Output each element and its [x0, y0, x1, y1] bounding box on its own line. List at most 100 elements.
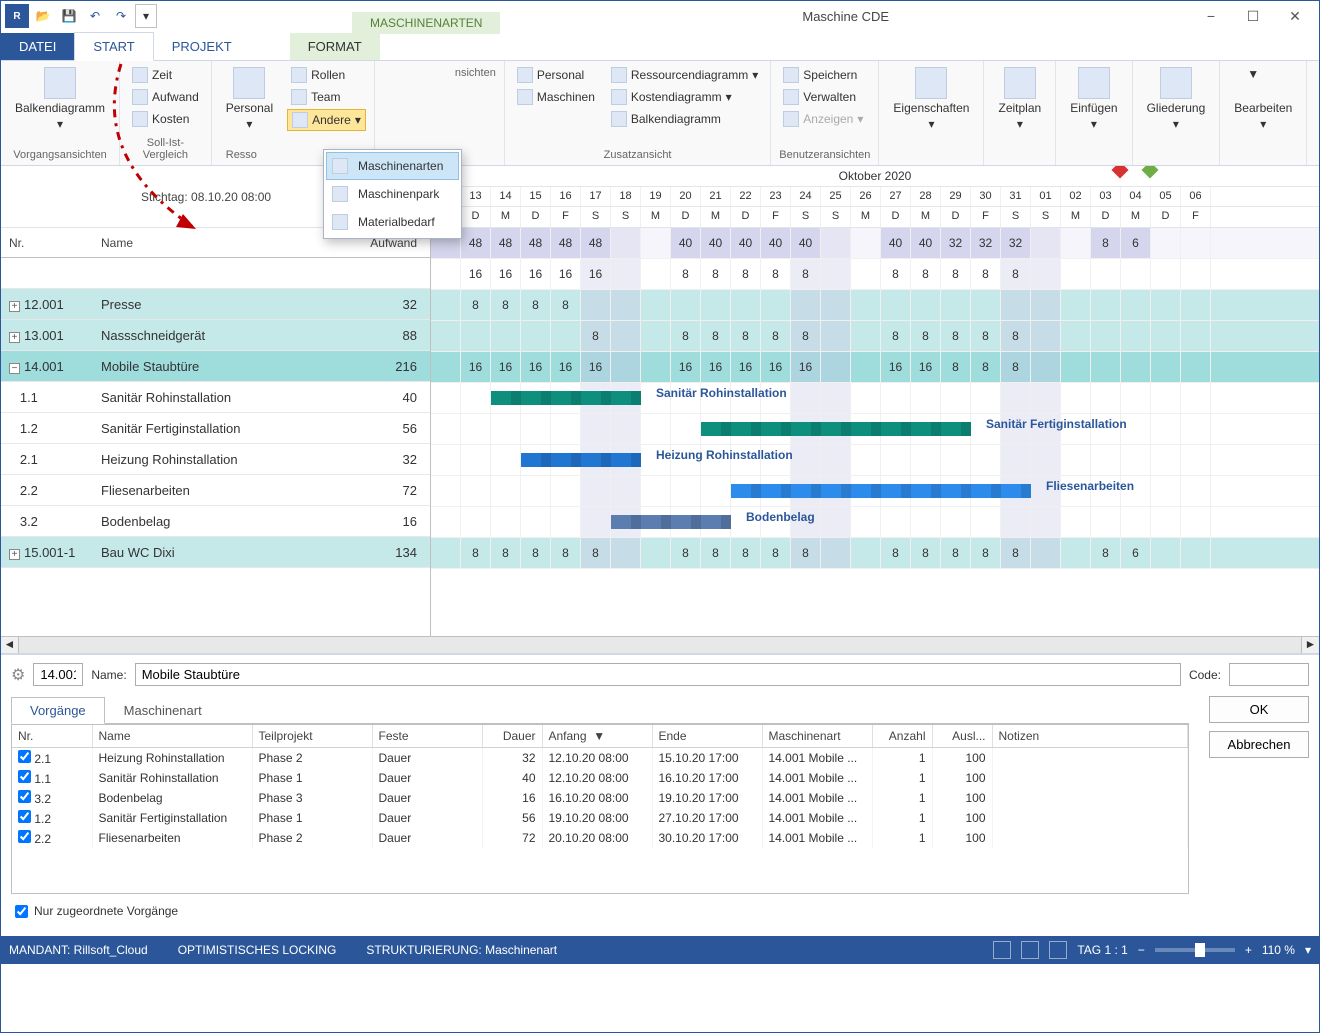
- row-checkbox[interactable]: [18, 750, 31, 763]
- detail-row[interactable]: 3.2BodenbelagPhase 3Dauer1616.10.20 08:0…: [12, 788, 1188, 808]
- menu-maschinenarten[interactable]: Maschinenarten: [326, 152, 459, 180]
- bearbeiten-button[interactable]: ▼Bearbeiten▾: [1228, 65, 1298, 133]
- view3-icon[interactable]: [1049, 941, 1067, 959]
- kostendiagramm-button[interactable]: Kostendiagramm ▾: [607, 87, 762, 107]
- row-checkbox[interactable]: [18, 810, 31, 823]
- task-row[interactable]: +15.001-1Bau WC Dixi134: [1, 537, 430, 568]
- date-cell: 21: [701, 187, 731, 206]
- balkendiagramm-sub-button[interactable]: Balkendiagramm: [607, 109, 762, 129]
- date-cell: 18: [611, 187, 641, 206]
- view2-icon[interactable]: [1021, 941, 1039, 959]
- detail-row[interactable]: 2.2FliesenarbeitenPhase 2Dauer7220.10.20…: [12, 828, 1188, 848]
- task-row[interactable]: 1.1Sanitär Rohinstallation40: [1, 382, 430, 413]
- zoom-plus[interactable]: +: [1245, 943, 1252, 957]
- app-icon[interactable]: R: [5, 4, 29, 28]
- maschinen-button[interactable]: Maschinen: [513, 87, 599, 107]
- detail-code2-field[interactable]: [1229, 663, 1309, 686]
- open-icon[interactable]: 📂: [31, 4, 55, 28]
- eigenschaften-button[interactable]: Eigenschaften▾: [887, 65, 975, 133]
- dow-cell: S: [821, 207, 851, 227]
- tab-start[interactable]: START: [74, 32, 153, 61]
- kosten-button[interactable]: Kosten: [128, 109, 203, 129]
- gantt-cell: 8: [581, 538, 611, 568]
- task-row[interactable]: 2.1Heizung Rohinstallation32: [1, 444, 430, 475]
- gantt-bar[interactable]: [611, 515, 731, 529]
- speichern-button[interactable]: Speichern: [779, 65, 870, 85]
- andere-button[interactable]: Andere ▾: [287, 109, 366, 131]
- dow-cell: D: [731, 207, 761, 227]
- zoom-slider[interactable]: [1155, 948, 1235, 952]
- view1-icon[interactable]: [993, 941, 1011, 959]
- verwalten-button[interactable]: Verwalten: [779, 87, 870, 107]
- row-checkbox[interactable]: [18, 790, 31, 803]
- tab-format[interactable]: FORMAT: [290, 33, 380, 60]
- qat-dropdown-icon[interactable]: ▾: [135, 4, 157, 28]
- expand-toggle[interactable]: −: [9, 363, 20, 374]
- task-row[interactable]: 1.2Sanitär Fertiginstallation56: [1, 413, 430, 444]
- save-icon[interactable]: 💾: [57, 4, 81, 28]
- col-name[interactable]: Name: [93, 236, 355, 250]
- detail-row[interactable]: 2.1Heizung RohinstallationPhase 2Dauer32…: [12, 748, 1188, 769]
- menu-materialbedarf[interactable]: Materialbedarf: [326, 208, 459, 236]
- zeitplan-button[interactable]: Zeitplan▾: [992, 65, 1047, 133]
- gantt-bar[interactable]: [701, 422, 971, 436]
- detail-row[interactable]: 1.2Sanitär FertiginstallationPhase 1Daue…: [12, 808, 1188, 828]
- gantt-bar[interactable]: [491, 391, 641, 405]
- task-row[interactable]: +13.001Nassschneidgerät88: [1, 320, 430, 351]
- only-assigned-checkbox[interactable]: [15, 905, 28, 918]
- personal-res-button[interactable]: Personal: [513, 65, 599, 85]
- gantt-cell: [641, 538, 671, 568]
- row-checkbox[interactable]: [18, 830, 31, 843]
- tab-vorgaenge[interactable]: Vorgänge: [11, 697, 105, 724]
- aufwand-button[interactable]: Aufwand: [128, 87, 203, 107]
- close-button[interactable]: ✕: [1275, 2, 1315, 30]
- balkendiagramm-button[interactable]: Balkendiagramm ▾: [9, 65, 111, 133]
- team-button[interactable]: Team: [287, 87, 366, 107]
- gear-icon[interactable]: ⚙: [11, 665, 25, 685]
- ok-button[interactable]: OK: [1209, 696, 1309, 723]
- abbrechen-button[interactable]: Abbrechen: [1209, 731, 1309, 758]
- tab-maschinenart[interactable]: Maschinenart: [105, 697, 221, 724]
- horizontal-scrollbar[interactable]: ◄ ►: [1, 636, 1319, 653]
- expand-toggle[interactable]: +: [9, 549, 20, 560]
- scrollen-button[interactable]: ▼Scrollen▾: [1315, 65, 1320, 133]
- tab-projekt[interactable]: PROJEKT: [154, 33, 250, 60]
- detail-name-field[interactable]: [135, 663, 1181, 686]
- group-label-partial: nsichten: [455, 65, 496, 79]
- maximize-button[interactable]: ☐: [1233, 2, 1273, 30]
- ressourcendiagramm-button[interactable]: Ressourcendiagramm ▾: [607, 65, 762, 85]
- zoom-minus[interactable]: −: [1138, 943, 1145, 957]
- anzeigen-button[interactable]: Anzeigen ▾: [779, 109, 870, 129]
- task-row[interactable]: [1, 258, 430, 289]
- task-row[interactable]: +12.001Presse32: [1, 289, 430, 320]
- task-row[interactable]: 2.2Fliesenarbeiten72: [1, 475, 430, 506]
- gliederung-button[interactable]: Gliederung▾: [1141, 65, 1212, 133]
- menu-maschinenpark[interactable]: Maschinenpark: [326, 180, 459, 208]
- gantt-cell: [431, 290, 461, 320]
- detail-code-field[interactable]: [33, 663, 83, 686]
- redo-icon[interactable]: ↷: [109, 4, 133, 28]
- gantt-cell: [821, 507, 851, 537]
- gantt-bar[interactable]: [731, 484, 1031, 498]
- task-row[interactable]: −14.001Mobile Staubtüre216: [1, 351, 430, 382]
- zoom-dropdown-icon[interactable]: ▾: [1305, 943, 1311, 957]
- rollen-button[interactable]: Rollen: [287, 65, 366, 85]
- tab-datei[interactable]: DATEI: [1, 33, 74, 60]
- zeit-button[interactable]: Zeit: [128, 65, 203, 85]
- einfuegen-button[interactable]: Einfügen▾: [1064, 65, 1123, 133]
- insert-icon: [1078, 67, 1110, 99]
- undo-icon[interactable]: ↶: [83, 4, 107, 28]
- minimize-button[interactable]: −: [1191, 2, 1231, 30]
- task-row[interactable]: 3.2Bodenbelag16: [1, 506, 430, 537]
- gantt-cell: 40: [671, 228, 701, 258]
- col-nr[interactable]: Nr.: [1, 236, 93, 250]
- personal-button[interactable]: Personal ▾: [220, 65, 279, 133]
- cell-aufwand: 134: [355, 545, 425, 560]
- row-checkbox[interactable]: [18, 770, 31, 783]
- expand-toggle[interactable]: +: [9, 332, 20, 343]
- detail-row[interactable]: 1.1Sanitär RohinstallationPhase 1Dauer40…: [12, 768, 1188, 788]
- schedule-icon: [1004, 67, 1036, 99]
- gantt-cell: [971, 383, 1001, 413]
- expand-toggle[interactable]: +: [9, 301, 20, 312]
- gantt-bar[interactable]: [521, 453, 641, 467]
